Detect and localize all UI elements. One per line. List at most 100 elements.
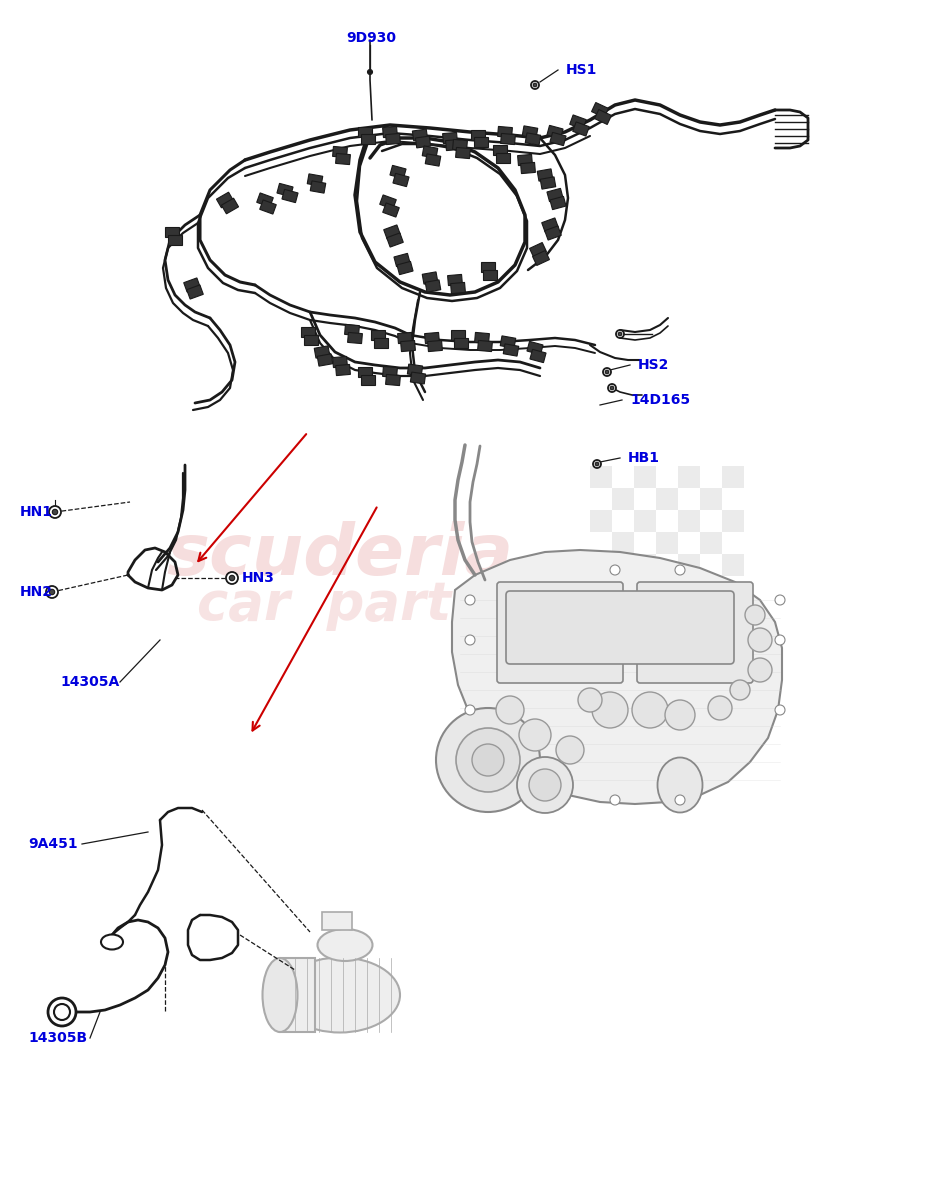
Circle shape <box>775 595 785 605</box>
Circle shape <box>619 332 621 336</box>
Bar <box>301 326 315 337</box>
Bar <box>442 132 457 144</box>
Bar <box>422 146 438 158</box>
Bar <box>634 532 656 554</box>
Bar <box>700 576 722 598</box>
Bar <box>386 133 401 144</box>
Bar <box>541 218 558 232</box>
Bar <box>525 133 540 145</box>
Bar <box>572 122 589 136</box>
Circle shape <box>745 605 765 625</box>
Bar <box>471 130 485 140</box>
Bar <box>700 510 722 532</box>
Bar <box>386 374 401 385</box>
Bar <box>722 598 744 620</box>
Bar <box>545 226 561 240</box>
Bar <box>590 598 612 620</box>
Bar <box>415 136 431 148</box>
Bar <box>314 346 330 358</box>
Bar <box>398 332 412 343</box>
Bar <box>474 137 488 146</box>
Bar <box>547 188 563 202</box>
Circle shape <box>226 572 238 584</box>
Text: car  parts: car parts <box>197 578 483 631</box>
Bar <box>678 576 700 598</box>
Bar <box>344 324 359 336</box>
Bar <box>590 576 612 598</box>
Bar <box>612 554 634 576</box>
Bar <box>280 958 315 1032</box>
Bar <box>500 336 516 348</box>
Bar <box>591 102 608 118</box>
Bar <box>427 341 442 352</box>
Bar <box>678 488 700 510</box>
Bar <box>374 338 388 348</box>
Bar <box>700 532 722 554</box>
Bar <box>634 554 656 576</box>
Text: scuderia: scuderia <box>166 521 514 589</box>
Bar <box>656 488 678 510</box>
Bar <box>678 598 700 620</box>
Bar <box>383 126 397 138</box>
Text: HN2: HN2 <box>20 584 53 599</box>
Circle shape <box>49 589 55 595</box>
Bar <box>656 466 678 488</box>
Text: 9A451: 9A451 <box>28 838 77 851</box>
Bar <box>722 510 744 532</box>
Circle shape <box>46 586 58 598</box>
Bar <box>634 510 656 532</box>
Ellipse shape <box>280 958 400 1032</box>
Bar <box>483 270 497 280</box>
Bar <box>371 330 385 340</box>
Circle shape <box>465 635 475 646</box>
Bar <box>498 126 512 138</box>
Circle shape <box>472 744 504 776</box>
Bar <box>390 166 406 179</box>
Bar <box>387 233 404 247</box>
Bar <box>550 197 566 210</box>
Circle shape <box>456 728 520 792</box>
Bar <box>700 598 722 620</box>
Bar <box>412 130 427 140</box>
Bar <box>380 194 396 209</box>
Bar <box>722 576 744 598</box>
Bar <box>722 532 744 554</box>
Bar <box>700 554 722 576</box>
Bar <box>594 109 611 125</box>
Bar <box>634 466 656 488</box>
Bar <box>424 332 439 343</box>
Bar <box>634 576 656 598</box>
Bar <box>612 466 634 488</box>
Ellipse shape <box>262 958 297 1032</box>
Bar <box>590 554 612 576</box>
Bar <box>165 227 179 236</box>
Text: HS1: HS1 <box>566 62 597 77</box>
Bar <box>612 532 634 554</box>
Bar <box>425 154 440 166</box>
Bar <box>336 365 351 376</box>
Circle shape <box>748 658 772 682</box>
Bar <box>527 341 543 355</box>
Bar <box>493 145 507 155</box>
Bar <box>474 332 489 343</box>
Bar <box>317 354 333 366</box>
Bar <box>612 488 634 510</box>
Bar <box>612 510 634 532</box>
Bar <box>678 554 700 576</box>
Bar <box>533 251 550 265</box>
Bar <box>570 115 587 130</box>
Text: HN1: HN1 <box>20 505 53 518</box>
Bar <box>217 192 234 208</box>
Bar <box>361 374 375 385</box>
Circle shape <box>632 692 668 728</box>
Bar <box>481 262 495 272</box>
Circle shape <box>465 704 475 715</box>
Bar <box>336 154 351 164</box>
Bar <box>304 335 318 346</box>
Bar <box>522 126 538 138</box>
Bar <box>307 174 323 186</box>
Circle shape <box>496 696 524 724</box>
Bar <box>612 598 634 620</box>
Circle shape <box>49 506 61 518</box>
Bar <box>496 152 510 163</box>
